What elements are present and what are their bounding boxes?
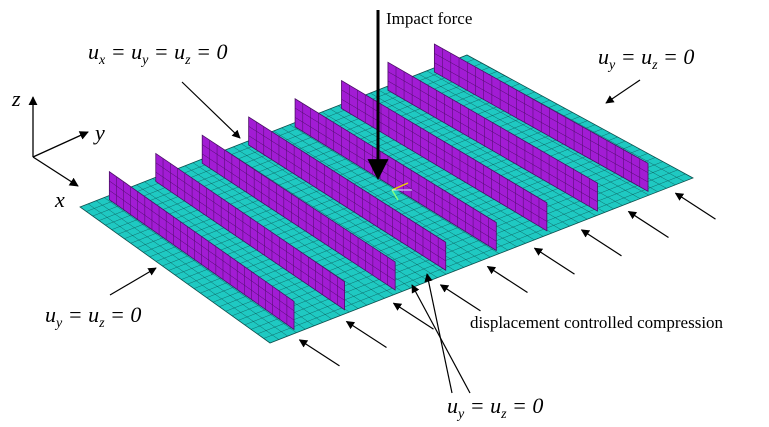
compression-arrow [627, 210, 669, 239]
compression-arrow [580, 229, 622, 257]
stiffener-4 [248, 116, 447, 271]
stiffener-3 [201, 134, 396, 291]
x-axis [32, 156, 79, 187]
compression-arrow [345, 320, 387, 349]
stiffener-5 [294, 98, 497, 252]
impact-force-label: Impact force [386, 9, 472, 28]
stiffener-7 [387, 61, 598, 212]
bc-left-label: uy = uz = 0 [45, 302, 141, 331]
x-axis-label: x [54, 187, 65, 212]
stiffener-8 [433, 43, 649, 193]
y-axis-label: y [93, 120, 105, 145]
z-axis-label: z [11, 86, 21, 111]
compression-arrow [533, 247, 575, 275]
stiffener-6 [341, 79, 548, 232]
bc-left-leader [109, 267, 157, 296]
compression-arrow [486, 265, 528, 294]
bc-bottom-leader-b [424, 273, 453, 394]
y-axis [32, 131, 89, 158]
compression-arrows [298, 192, 716, 367]
bc-bottom-label: uy = uz = 0 [447, 393, 543, 422]
impact-point-marker [391, 182, 412, 201]
bc-top-right-leader [605, 79, 641, 104]
axis-triad: z y x [11, 86, 105, 212]
stiffener-1 [108, 170, 295, 331]
compression-arrow [439, 284, 481, 312]
bc-fixed-all-leader [181, 81, 241, 139]
compression-arrow [674, 192, 716, 220]
plate [79, 54, 694, 344]
bc-top-right-label: uy = uz = 0 [598, 44, 694, 73]
bc-fixed-all-label: ux = uy = uz = 0 [88, 39, 227, 68]
stiffener-2 [155, 152, 345, 311]
compression-arrow [298, 339, 340, 367]
compression-arrow [392, 302, 434, 330]
compression-label: displacement controlled compression [470, 313, 724, 332]
stiffeners [108, 43, 649, 331]
